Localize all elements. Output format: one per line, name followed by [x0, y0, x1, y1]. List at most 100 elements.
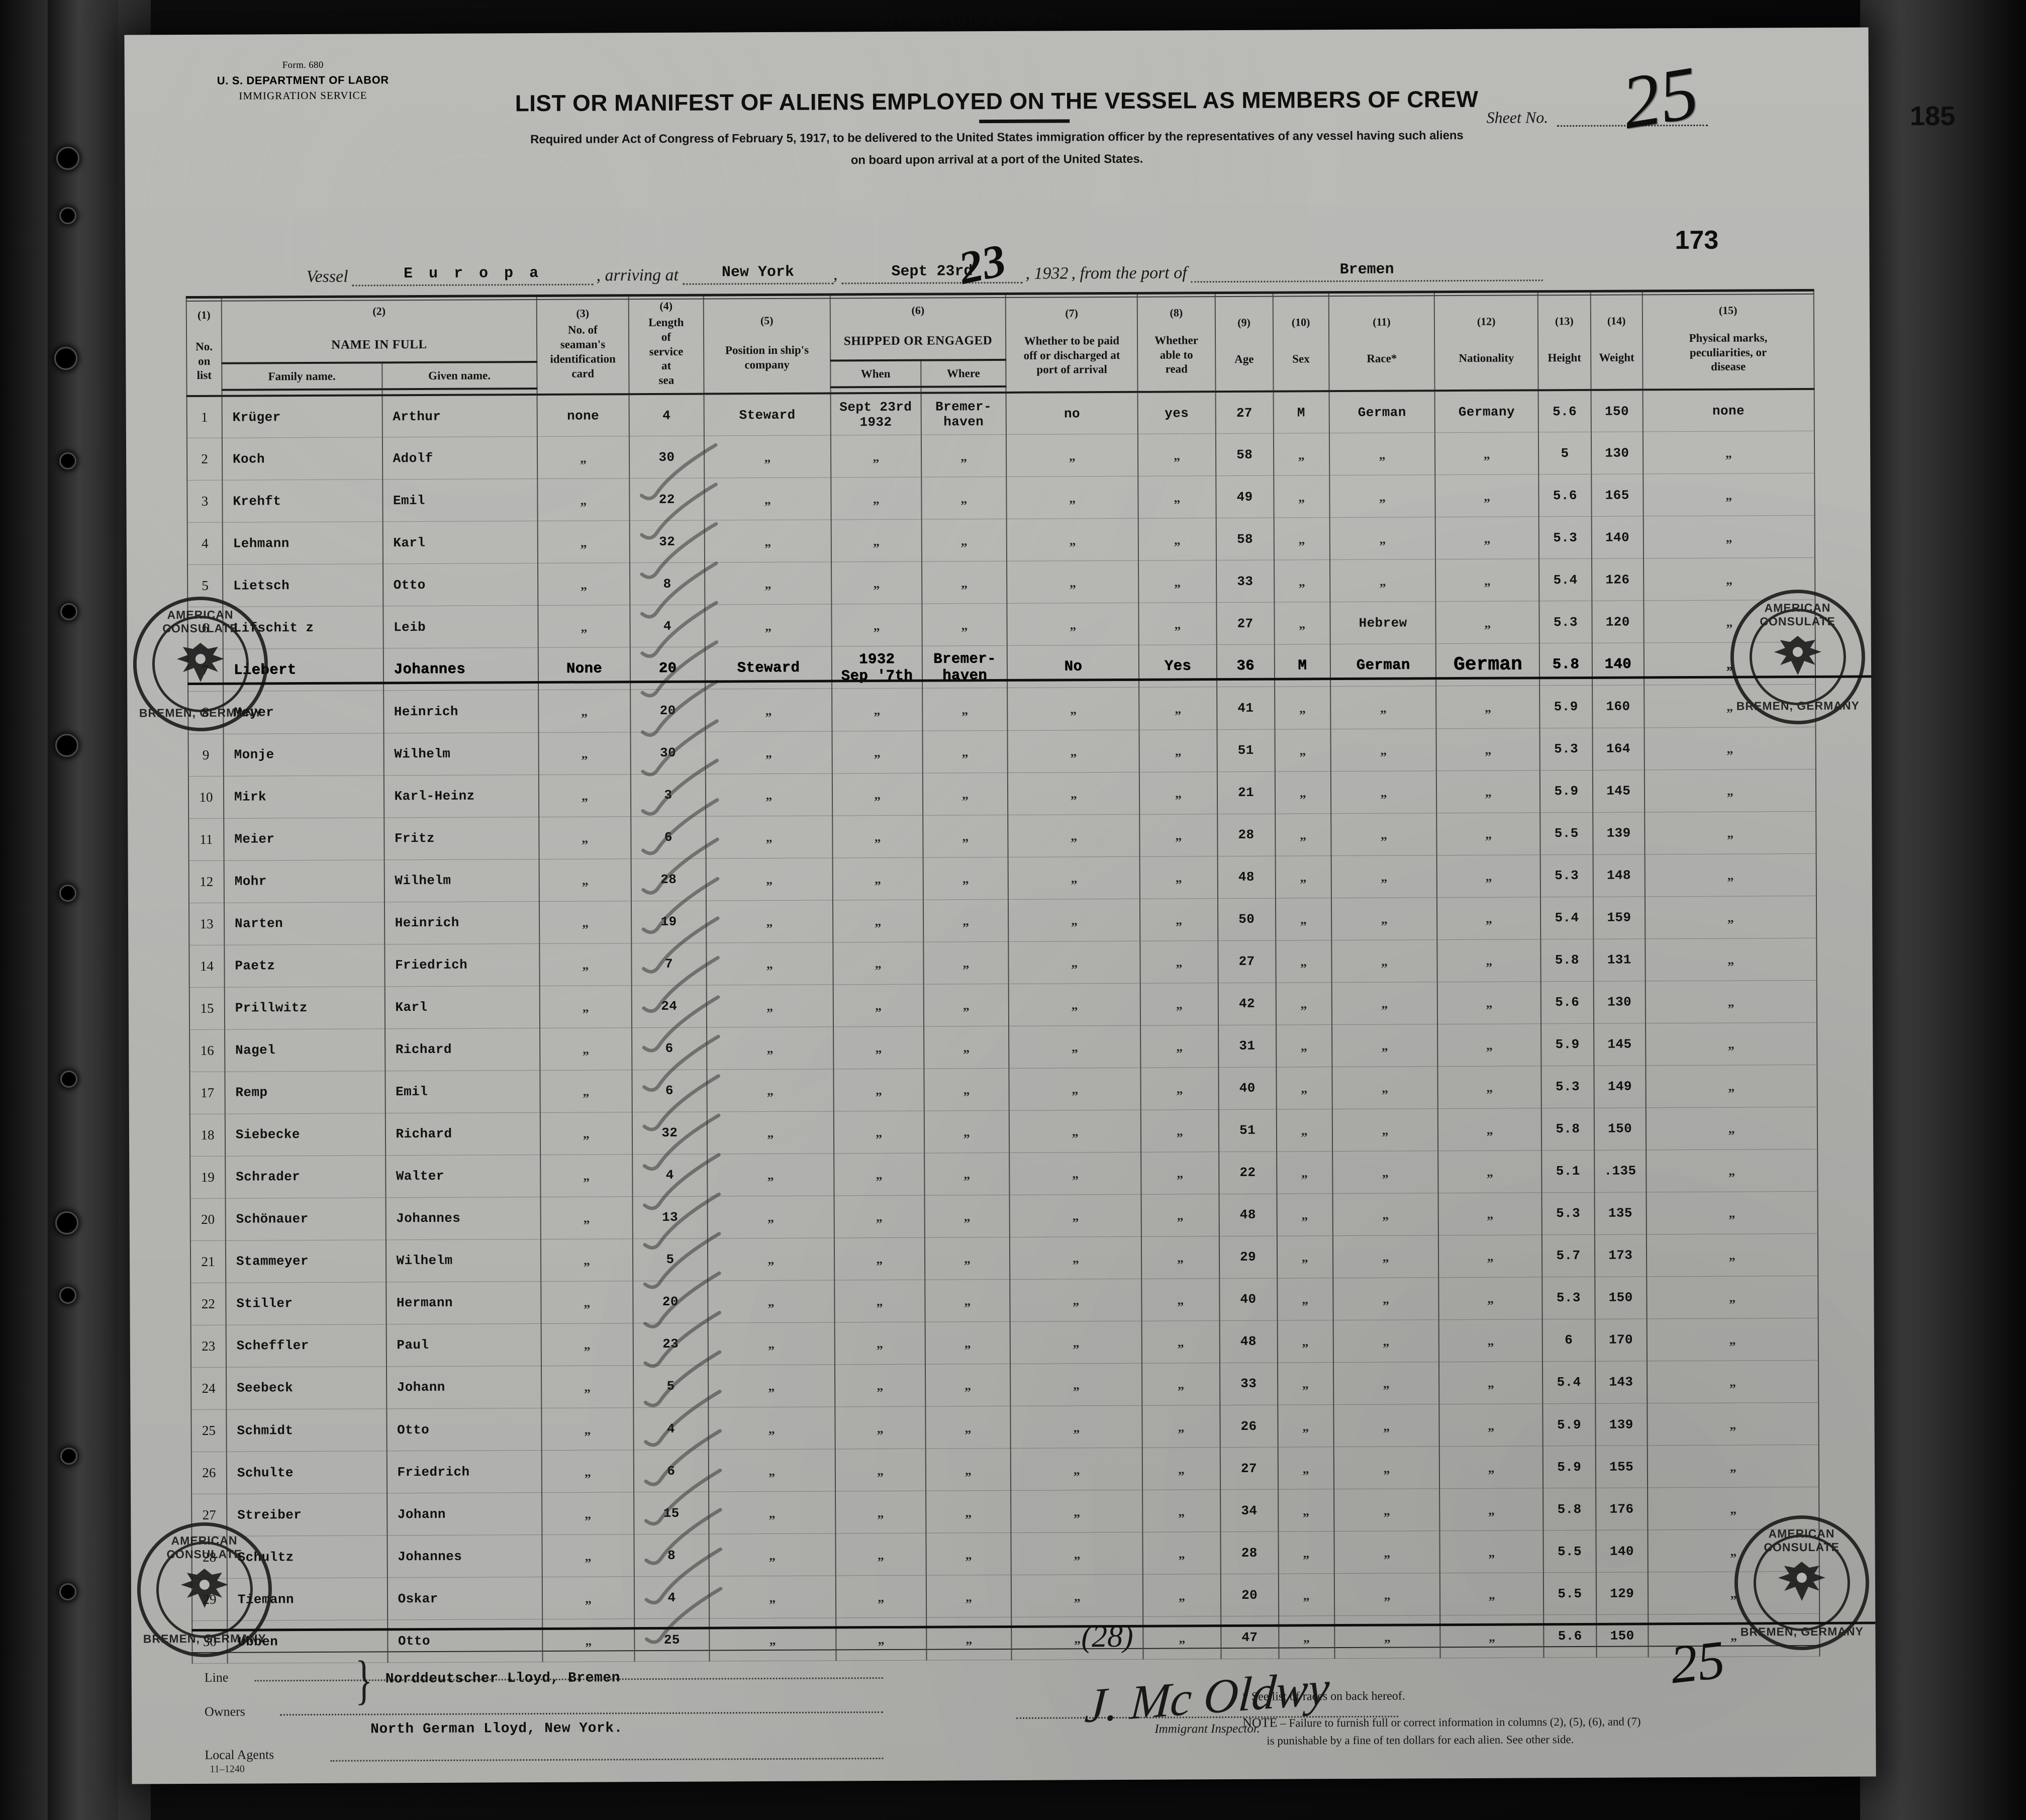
cell-height: 5.6: [1543, 1614, 1597, 1658]
cell-race: ”: [1333, 1404, 1440, 1447]
cell-value: 6: [665, 1041, 673, 1057]
cell-service: 32: [632, 1111, 708, 1155]
ditto-mark: ”: [580, 500, 587, 515]
cell-position: ”: [706, 815, 833, 858]
ditto-mark: ”: [963, 1089, 970, 1104]
cell-where: ”: [926, 1532, 1012, 1576]
cell-service: 5: [633, 1365, 709, 1408]
cell-sex: ”: [1278, 1447, 1334, 1490]
cell-race: ”: [1334, 1573, 1440, 1616]
ditto-mark: ”: [1488, 1467, 1495, 1482]
cell-value: Yes: [1164, 657, 1192, 675]
ditto-mark: ”: [1175, 877, 1183, 892]
ditto-mark: ”: [1178, 1426, 1185, 1441]
ditto-mark: ”: [1725, 495, 1732, 510]
cell-position: ”: [709, 1534, 836, 1577]
cell-value: Steward: [739, 407, 796, 423]
ditto-mark: ”: [874, 879, 882, 894]
cell-value: 159: [1607, 910, 1631, 925]
cell-nationality: ”: [1439, 1319, 1542, 1362]
cell-value: 150: [1608, 1290, 1633, 1306]
cell-no: 10: [188, 776, 224, 819]
cell-read: ”: [1139, 772, 1217, 814]
verso-bleed-text: AFFIDAVIT OF SURGEON: [878, 10, 1064, 26]
eagle-emblem-icon: [1753, 1534, 1851, 1632]
ditto-mark: ”: [965, 1554, 972, 1569]
cell-value: 5.9: [1554, 784, 1579, 799]
cell-paid_off: ”: [1007, 729, 1140, 773]
ditto-mark: ”: [1303, 1552, 1310, 1567]
ditto-mark: ”: [1072, 1173, 1079, 1188]
punch-hole: [60, 1448, 77, 1465]
ditto-mark: ”: [768, 1386, 775, 1401]
cell-sex: ”: [1275, 855, 1331, 898]
th-weight: (14) Weight: [1590, 292, 1643, 390]
cell-sex: ”: [1275, 940, 1332, 983]
ditto-mark: ”: [1728, 1212, 1735, 1228]
cell-where: ”: [922, 730, 1008, 773]
ditto-mark: ”: [1725, 579, 1733, 594]
cell-given: Otto: [387, 1619, 543, 1663]
ditto-mark: ”: [1487, 1298, 1494, 1313]
cell-value: 20: [201, 1211, 215, 1227]
cell-value: 150: [1608, 1121, 1632, 1137]
ditto-mark: ”: [765, 752, 773, 768]
th-sex: (10) Sex: [1273, 294, 1329, 392]
line-row: Line } Norddeutscher Lloyd, Bremen: [205, 1650, 883, 1710]
cell-value: 4: [201, 536, 209, 551]
cell-where: ”: [921, 519, 1007, 562]
th-given-name: Given name.: [381, 362, 537, 390]
cell-height: 5.4: [1538, 558, 1592, 602]
cell-nationality: ”: [1436, 812, 1540, 855]
cell-age: 31: [1218, 1024, 1277, 1068]
cell-value: 23: [202, 1338, 216, 1354]
stamp-top-text: AMERICAN CONSULATE: [162, 608, 238, 635]
cell-weight: 148: [1593, 854, 1645, 897]
punch-hole: [60, 1071, 77, 1088]
cell-when: ”: [833, 1068, 924, 1111]
cell-paid_off: ”: [1010, 1405, 1143, 1449]
cell-weight: 155: [1595, 1445, 1648, 1488]
cell-value: None: [566, 660, 603, 678]
ditto-mark: ”: [1483, 496, 1491, 511]
cell-value: 4: [666, 1421, 676, 1436]
ditto-mark: ”: [580, 584, 588, 599]
cell-value: Lehmann: [233, 536, 290, 551]
cell-value: 8: [663, 576, 671, 592]
stamp-bottom-text: BREMEN, GERMANY: [1740, 1624, 1864, 1639]
ditto-mark: ”: [766, 1090, 774, 1105]
cell-id_card: ”: [541, 1407, 634, 1451]
cell-sex: ”: [1276, 982, 1332, 1025]
cell-value: 32: [659, 534, 676, 549]
cell-age: 27: [1216, 602, 1275, 645]
cell-value: Emil: [396, 1084, 428, 1100]
ditto-mark: ”: [1300, 961, 1307, 976]
vessel-name-value: E u r o p a: [352, 264, 594, 286]
cell-value: 143: [1609, 1374, 1633, 1390]
cell-value: Heinrich: [394, 704, 458, 720]
cell-where: ”: [923, 857, 1009, 900]
ditto-mark: ”: [765, 837, 773, 852]
ditto-mark: ”: [962, 836, 969, 851]
ditto-mark: ”: [1072, 1258, 1080, 1273]
cell-id_card: ”: [538, 774, 631, 817]
cell-when: ”: [833, 1153, 925, 1196]
arrival-date-value: Sept 23rd 23: [841, 234, 1023, 294]
cell-paid_off: ”: [1007, 687, 1139, 730]
cell-value: German: [1358, 404, 1406, 420]
cell-when: ”: [834, 1195, 925, 1238]
ditto-mark: ”: [583, 1175, 590, 1190]
cell-nationality: ”: [1439, 1403, 1543, 1447]
ditto-mark: ”: [1073, 1469, 1081, 1484]
cell-value: 32: [661, 1125, 678, 1141]
cell-value: M: [1298, 657, 1307, 674]
subtitle-line-2: on board upon arrival at a port of the U…: [850, 152, 1143, 167]
ditto-mark: ”: [962, 1005, 970, 1020]
cell-value: 7: [664, 956, 673, 972]
ditto-mark: ”: [1176, 1004, 1183, 1019]
cell-value: Otto: [398, 1633, 430, 1649]
cell-value: Hermann: [396, 1295, 453, 1311]
ditto-mark: ”: [585, 1556, 592, 1571]
cell-id_card: ”: [541, 1365, 634, 1408]
cell-race: ”: [1333, 1446, 1440, 1489]
